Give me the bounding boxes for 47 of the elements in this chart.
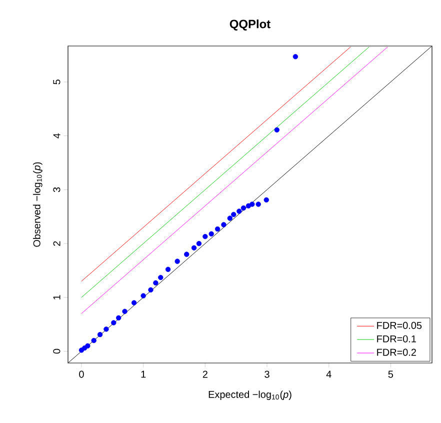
point [140, 293, 146, 298]
point [292, 54, 298, 60]
point [227, 216, 232, 221]
point [91, 338, 96, 344]
point [214, 226, 220, 232]
point [240, 205, 246, 211]
x-tick-label: 2 [202, 370, 208, 378]
x-tick-label: 3 [264, 370, 270, 378]
legend-label: FDR=0.2 [377, 348, 416, 356]
point [131, 300, 137, 306]
x-tick-label: 1 [141, 370, 146, 378]
x-tick-label: 5 [388, 370, 394, 378]
x-tick-label: 4 [326, 370, 332, 378]
point [97, 332, 103, 338]
point [122, 308, 128, 314]
point [184, 252, 190, 257]
point [221, 222, 226, 228]
chart-title: QQPlot [230, 19, 270, 31]
legend-label: FDR=0.1 [377, 335, 416, 342]
y-tick-label: 0 [53, 348, 60, 354]
point [236, 208, 242, 214]
y-tick-label: 1 [53, 295, 60, 300]
point [231, 212, 236, 218]
point [116, 315, 122, 320]
y-tick-label: 4 [53, 133, 60, 138]
point [208, 231, 214, 236]
x-axis-title: Expected −log$_{10}$(p) [208, 390, 292, 400]
x-tick-label: 0 [79, 370, 84, 378]
point [250, 202, 255, 207]
point [256, 202, 261, 207]
point [148, 287, 154, 292]
point [196, 240, 202, 246]
point [165, 266, 171, 272]
y-tick-label: 2 [53, 241, 60, 246]
point [104, 326, 109, 332]
point [111, 320, 116, 326]
y-tick-label: 5 [53, 80, 60, 84]
point [274, 127, 280, 132]
legend-label: FDR=0.05 [377, 322, 422, 329]
point [85, 343, 90, 348]
point [264, 197, 269, 203]
point [158, 274, 164, 280]
point [202, 234, 208, 240]
point [174, 258, 180, 264]
point [191, 245, 197, 250]
y-tick-label: 3 [53, 187, 60, 192]
point [153, 280, 158, 286]
